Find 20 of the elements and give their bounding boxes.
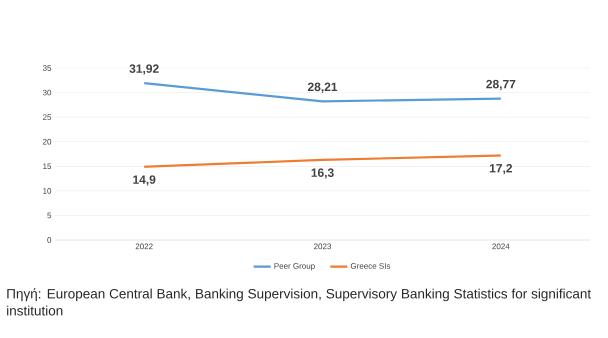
y-tick-label: 0 bbox=[47, 237, 52, 243]
y-tick-label: 20 bbox=[42, 138, 52, 145]
y-tick-label: 30 bbox=[42, 90, 52, 96]
x-tick-label: 2024 bbox=[492, 244, 510, 250]
data-label: 31,92 bbox=[129, 64, 159, 75]
x-tick-label: 2022 bbox=[136, 244, 153, 250]
data-label: 17,2 bbox=[490, 164, 512, 174]
legend-label: Peer Group bbox=[274, 263, 315, 270]
y-tick-label: 5 bbox=[47, 212, 52, 218]
y-tick-label: 15 bbox=[43, 163, 52, 170]
legend-label: Greece SIs bbox=[350, 263, 390, 269]
text: Πηγή: European Central Bank, Banking Supervision, Supervisory Banking Statistics for significant institution bbox=[7, 288, 592, 316]
data-label: 28,21 bbox=[308, 82, 338, 93]
data-label: 28,77 bbox=[486, 80, 516, 90]
y-tick-label: 35 bbox=[42, 65, 52, 71]
y-tick-label: 10 bbox=[43, 188, 52, 194]
data-label: 14,9 bbox=[133, 175, 156, 186]
data-label: 16,3 bbox=[312, 168, 334, 179]
x-tick-label: 2023 bbox=[314, 244, 332, 250]
y-tick-label: 25 bbox=[42, 114, 52, 120]
